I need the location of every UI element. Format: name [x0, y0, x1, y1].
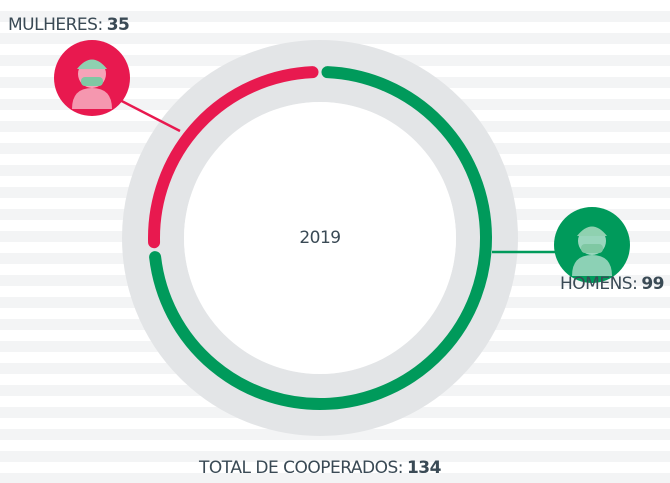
ring-inner: [184, 102, 456, 374]
series-name: HOMENS:: [560, 274, 637, 294]
center-label: 2019: [299, 228, 340, 248]
total-label: TOTAL DE COOPERADOS: 134: [198, 458, 442, 478]
icon-cap: [77, 59, 107, 69]
total-text: TOTAL DE COOPERADOS:: [198, 458, 403, 478]
connector: [111, 94, 181, 133]
icon-cap: [577, 226, 607, 236]
series-label: MULHERES: 35: [8, 15, 129, 35]
icon-body: [72, 88, 112, 109]
series-label: HOMENS: 99: [560, 274, 664, 294]
total-value: 134: [407, 458, 442, 478]
series-value: 35: [107, 15, 130, 35]
icon-mask: [581, 244, 603, 253]
series-name: MULHERES:: [8, 15, 103, 35]
series-value: 99: [641, 274, 664, 294]
icon-body: [572, 255, 612, 276]
arc: [149, 66, 492, 410]
arc: [148, 66, 319, 249]
icon-mask: [81, 77, 103, 86]
